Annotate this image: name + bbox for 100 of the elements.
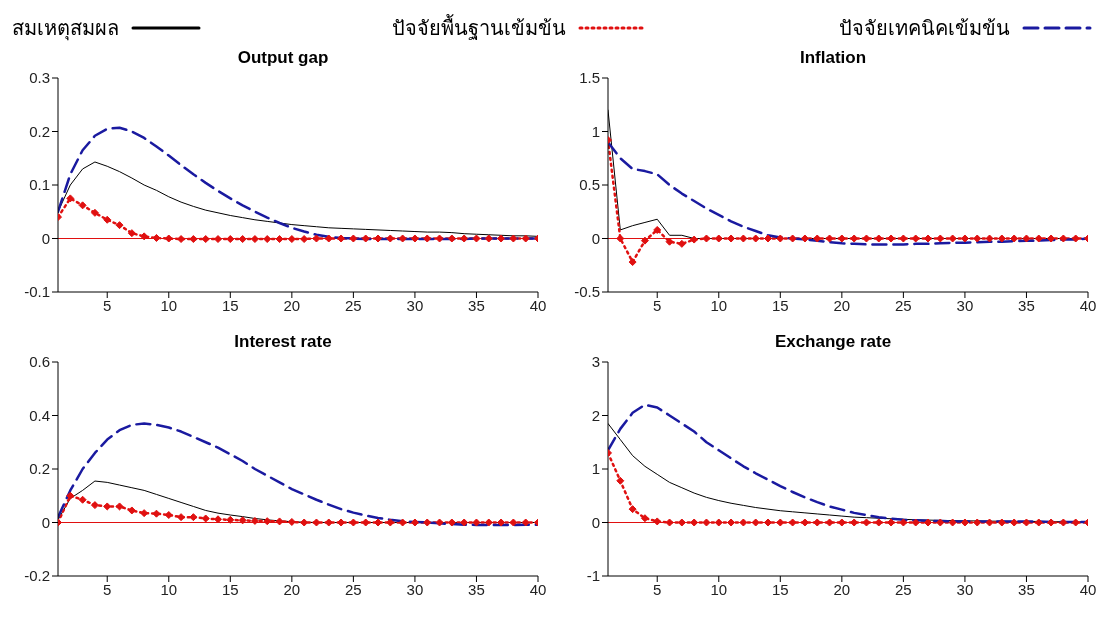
point xyxy=(616,234,625,243)
point xyxy=(312,234,321,243)
point xyxy=(665,518,674,527)
point xyxy=(837,234,846,243)
point xyxy=(899,518,908,527)
point xyxy=(447,234,456,243)
chart-title: Exchange rate xyxy=(773,332,893,353)
point xyxy=(509,518,518,527)
point xyxy=(690,518,699,527)
point xyxy=(764,518,772,527)
point xyxy=(164,511,173,520)
x-tick-label: 25 xyxy=(345,580,362,598)
point xyxy=(862,518,871,527)
point xyxy=(300,235,309,244)
chart-title: Output gap xyxy=(236,48,330,69)
point xyxy=(850,518,859,527)
point xyxy=(90,501,99,510)
point xyxy=(911,518,920,527)
point xyxy=(776,234,785,243)
point xyxy=(521,518,530,527)
point xyxy=(960,518,969,527)
y-tick-label: -0.5 xyxy=(574,283,600,301)
point xyxy=(374,234,382,243)
point xyxy=(287,235,296,244)
point xyxy=(189,513,198,522)
point xyxy=(862,234,871,243)
y-tick-label: 0.6 xyxy=(29,353,50,371)
point xyxy=(1022,518,1031,527)
point xyxy=(960,234,969,243)
x-tick-label: 35 xyxy=(1018,296,1035,314)
point xyxy=(973,518,982,527)
y-tick-label: 0.4 xyxy=(29,406,50,424)
point xyxy=(640,514,649,523)
point xyxy=(398,518,407,527)
line-series xyxy=(58,126,538,241)
x-tick-label: 15 xyxy=(771,580,789,598)
point xyxy=(714,234,723,243)
point xyxy=(484,518,493,527)
point xyxy=(653,225,662,234)
point xyxy=(398,234,407,243)
x-tick-label: 40 xyxy=(1079,580,1097,598)
x-tick-label: 15 xyxy=(221,580,239,598)
point xyxy=(521,234,530,243)
point xyxy=(1071,518,1080,527)
point xyxy=(948,234,957,243)
point xyxy=(66,194,75,203)
point xyxy=(739,518,748,527)
point xyxy=(788,234,797,243)
y-tick-label: 3 xyxy=(591,353,600,371)
x-tick-label: 5 xyxy=(653,580,662,598)
point xyxy=(78,495,87,504)
point xyxy=(349,518,358,527)
x-tick-label: 20 xyxy=(283,580,301,598)
point xyxy=(324,518,333,527)
point xyxy=(238,516,247,525)
point xyxy=(324,234,333,243)
point xyxy=(936,518,945,527)
x-tick-label: 10 xyxy=(710,296,728,314)
y-tick-label: 0.2 xyxy=(29,460,50,478)
line-series xyxy=(608,403,1088,524)
x-tick-label: 25 xyxy=(895,580,912,598)
point xyxy=(374,518,382,527)
y-tick-label: 0 xyxy=(41,513,50,531)
x-tick-label: 35 xyxy=(468,296,485,314)
point xyxy=(813,234,822,243)
x-tick-label: 30 xyxy=(956,580,974,598)
point xyxy=(460,234,469,243)
point xyxy=(936,234,945,243)
point xyxy=(447,518,456,527)
point xyxy=(800,234,809,243)
point xyxy=(275,517,284,526)
y-tick-label: 1 xyxy=(591,122,600,140)
point xyxy=(361,518,370,527)
point xyxy=(386,518,395,527)
point xyxy=(214,235,222,244)
legend-label: ปัจจัยพื้นฐานเข้มข้น xyxy=(392,13,566,42)
point xyxy=(776,518,785,527)
point xyxy=(472,234,481,243)
x-tick-label: 30 xyxy=(956,296,974,314)
y-tick-label: 0 xyxy=(591,229,600,247)
x-tick-label: 10 xyxy=(160,580,178,598)
point xyxy=(997,518,1006,527)
point xyxy=(337,234,346,243)
point xyxy=(739,234,748,243)
point xyxy=(616,476,625,485)
point xyxy=(677,239,686,248)
point xyxy=(837,518,846,527)
point xyxy=(66,491,75,500)
x-tick-label: 30 xyxy=(406,296,424,314)
point xyxy=(628,258,637,267)
point xyxy=(497,234,506,243)
point xyxy=(751,518,760,527)
point xyxy=(226,235,235,244)
y-tick-label: -1 xyxy=(586,567,600,585)
x-tick-label: 10 xyxy=(710,580,728,598)
x-tick-label: 40 xyxy=(529,580,547,598)
point xyxy=(386,234,395,243)
point xyxy=(287,517,296,526)
y-tick-label: 2 xyxy=(591,406,600,424)
point xyxy=(899,234,908,243)
